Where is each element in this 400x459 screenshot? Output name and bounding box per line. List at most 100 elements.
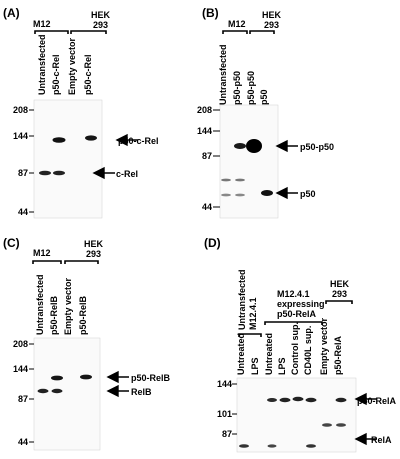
band-arrow [92,166,115,180]
lane-label: LPS [250,357,260,375]
band [85,135,97,141]
group-label-m12: M12 [33,19,51,29]
lane-label: p50-RelA [333,335,343,375]
marker-label: 208 [13,105,28,115]
group-label-m12: M12 [33,248,51,258]
band [305,397,317,403]
group-bracket-expressing [264,321,323,325]
band [234,143,246,149]
group-label-hek-line2: 293 [332,289,347,299]
lane-label: p50-RelB [49,295,59,335]
band [51,388,63,394]
panel-label: (A) [3,6,20,20]
group-label-m12: M12 [228,19,246,29]
group-bracket-hek [70,30,107,34]
group-label-hek-line2: 293 [86,249,101,259]
marker-label: 208 [13,339,28,349]
band-label: p50-RelA [357,396,397,406]
marker-label: 44 [202,202,212,212]
marker-label: 87 [18,394,28,404]
band-arrow [275,139,298,153]
lane-label: Untreated [264,333,274,375]
panel-label: (B) [202,6,219,20]
band [235,178,245,182]
lane-label: CD40L sup. [303,326,313,375]
marker-label: 144 [217,379,232,389]
lane-label: Empty vector [63,277,73,335]
band [279,397,291,403]
group-label-expressing-line1: M12.4.1 [277,289,310,299]
band [267,444,277,448]
band [51,375,63,381]
band [221,178,231,182]
panel-c: (C) M12 HEK 293 Untransfected p50-RelB E… [3,236,171,451]
group-bracket-hek [64,260,99,264]
group-label-expressing-line3: p50-RelA [277,309,317,319]
lane-label: Untransfected [35,274,45,335]
marker-label: 144 [197,126,212,136]
group-bracket-hek [325,300,353,304]
blot-image [236,377,357,453]
band [246,139,262,153]
band [335,397,347,403]
group-label-hek-line2: 293 [93,20,108,30]
marker-label: 44 [18,437,28,447]
marker-label: 144 [13,364,28,374]
band-arrow [354,392,377,406]
lane-label: p50-RelB [78,295,88,335]
band-label: p50-c-Rel [118,136,159,146]
group-label-untransfected: Untransfected [237,269,247,330]
marker-label: 44 [18,207,28,217]
band-label: p50-RelB [131,373,171,383]
band [267,398,277,402]
band-label: RelB [131,387,152,397]
panel-b: (B) M12 HEK 293 Untransfected p50-p50 p5… [197,6,334,219]
lane-label: p50-c-Rel [51,54,61,95]
band [292,396,304,402]
panel-d: (D) Untransfected M12.4.1 M12.4.1 expres… [204,236,397,453]
blot-image [33,99,103,219]
band-label: c-Rel [116,169,138,179]
lane-label: Untransfected [37,34,47,95]
group-label-hek-line1: HEK [262,10,282,20]
band [239,444,249,448]
marker-label: 87 [202,151,212,161]
lane-label: p50-p50 [232,71,242,105]
group-bracket-m12 [34,30,69,34]
lane-label: Untransfected [218,44,228,105]
group-label-m12-4-1: M12.4.1 [248,297,258,330]
marker-label: 87 [222,429,232,439]
lane-label: p50 [259,89,269,105]
band [37,388,49,394]
lane-label: p50-p50 [246,71,256,105]
marker-label: 208 [197,105,212,115]
blot-image [219,104,279,219]
lane-label: Empty vector [319,317,329,375]
group-label-expressing-line2: expressing [277,299,325,309]
marker-label: 144 [13,131,28,141]
marker-label: 101 [217,409,232,419]
band [39,170,51,176]
lane-label: Empty vector [67,37,77,95]
band [80,374,92,380]
group-bracket-untransfected [238,333,262,337]
marker-label: 87 [18,168,28,178]
band-arrow [275,186,298,200]
band-arrow [354,432,377,446]
band [221,193,231,197]
band [52,137,66,143]
panel-a: (A) M12 HEK 293 Untransfected p50-c-Rel … [3,6,159,219]
group-bracket-m12 [32,260,62,264]
band-arrow [106,370,129,384]
band-label: p50-p50 [300,142,334,152]
group-label-hek-line1: HEK [84,239,104,249]
panel-label: (C) [3,236,20,250]
group-label-hek-line1: HEK [91,10,111,20]
band [235,193,245,197]
band [322,423,332,427]
lane-label: Untreated [236,333,246,375]
band [261,190,273,196]
lane-label: p50-c-Rel [83,54,93,95]
group-label-hek-line2: 293 [264,20,279,30]
